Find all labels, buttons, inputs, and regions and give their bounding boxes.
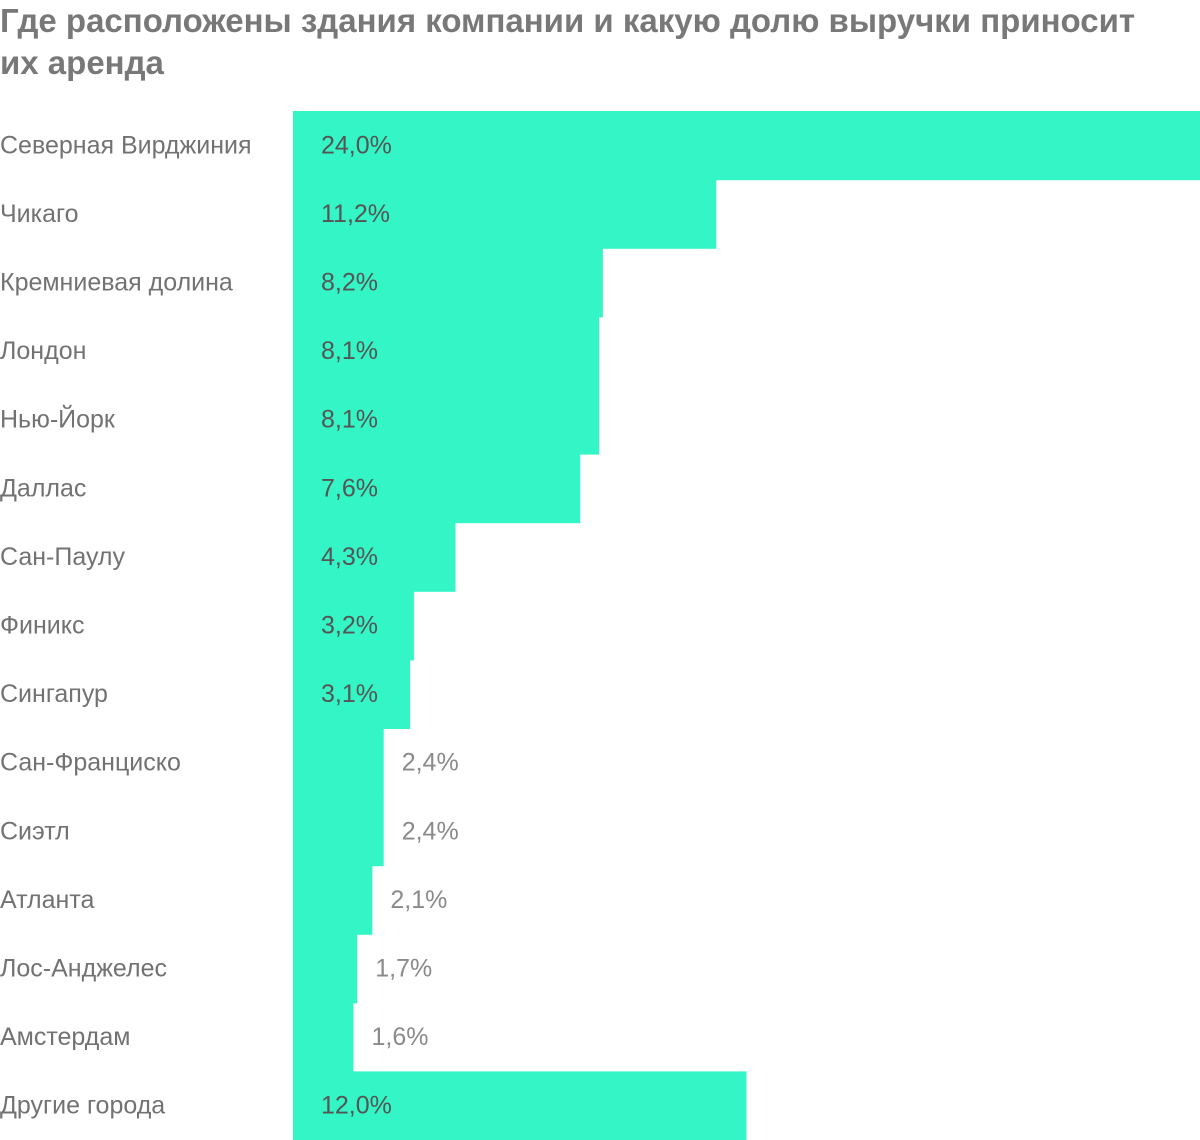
value-label: 4,3% [321,543,378,571]
bar [293,797,384,867]
value-label: 12,0% [321,1092,392,1120]
category-label: Сан-Франциско [0,749,181,777]
category-label: Нью-Йорк [0,404,116,434]
category-label: Сан-Паулу [0,543,126,571]
chart-title: Где расположены здания компании и какую … [0,2,1136,81]
bar [293,728,384,798]
bar [293,865,373,935]
category-label: Сиэтл [0,817,70,845]
value-label: 7,6% [321,474,378,502]
value-label: 2,1% [390,886,447,914]
bar [293,111,1200,181]
category-label: Другие города [0,1092,165,1120]
category-label: Даллас [0,474,86,502]
value-label: 3,2% [321,612,378,640]
category-label: Северная Вирджиния [0,131,252,159]
bar [293,934,358,1004]
value-label: 3,1% [321,680,378,708]
value-label: 1,6% [371,1023,428,1051]
bar [293,385,600,455]
bar [293,591,414,661]
value-label: 8,2% [321,269,378,297]
value-label: 2,4% [402,749,459,777]
category-label: Чикаго [0,200,79,228]
value-label: 2,4% [402,817,459,845]
category-label: Сингапур [0,680,108,708]
value-label: 8,1% [321,337,378,365]
value-label: 1,7% [375,955,432,983]
bar [293,1071,747,1140]
value-label: 11,2% [321,200,390,228]
category-label: Лондон [0,337,86,365]
category-label: Кремниевая долина [0,269,233,297]
category-label: Амстердам [0,1023,130,1051]
bar [293,454,581,524]
category-label: Атланта [0,886,94,914]
category-label: Финикс [0,612,84,640]
category-label: Лос-Анджелес [0,955,167,983]
bar [293,522,456,592]
bar [293,1002,354,1072]
bar [293,316,600,386]
value-label: 8,1% [321,406,378,434]
bar [293,248,603,318]
bar [293,179,717,249]
bar [293,659,411,729]
value-label: 24,0% [321,131,392,159]
